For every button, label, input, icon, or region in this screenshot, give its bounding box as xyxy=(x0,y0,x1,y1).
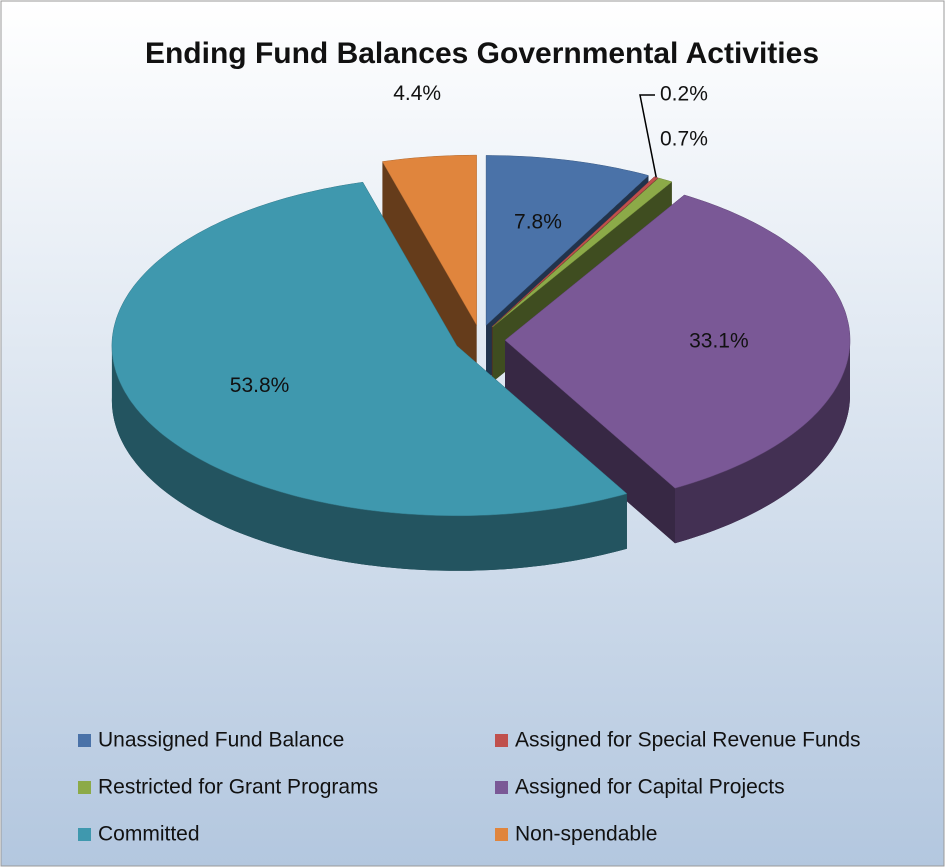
legend-swatch xyxy=(495,781,508,794)
legend: Unassigned Fund Balance Assigned for Spec… xyxy=(78,729,861,846)
legend-swatch xyxy=(78,828,91,841)
slice xyxy=(485,155,650,326)
slice-side xyxy=(675,340,850,544)
legend-label: Assigned for Capital Projects xyxy=(515,776,785,799)
legend-swatch xyxy=(78,781,91,794)
slice-wall xyxy=(505,340,675,544)
leader-line xyxy=(639,94,657,178)
legend-label: Restricted for Grant Programs xyxy=(98,776,378,799)
data-label: 33.1% xyxy=(689,329,749,352)
legend-swatch xyxy=(78,734,91,747)
slice xyxy=(504,194,851,489)
data-label: 53.8% xyxy=(230,374,290,397)
data-label: 0.7% xyxy=(660,128,708,151)
legend-label: Committed xyxy=(98,823,200,846)
legend-swatch xyxy=(495,828,508,841)
slice-wall xyxy=(382,161,477,381)
data-label: 0.2% xyxy=(660,83,708,106)
slice xyxy=(492,177,673,328)
chart-title: Ending Fund Balances Governmental Activi… xyxy=(145,37,819,70)
slice-side xyxy=(111,345,627,571)
slice xyxy=(381,154,477,327)
data-label: 7.8% xyxy=(514,211,562,234)
legend-label: Non-spendable xyxy=(515,823,657,846)
pie: 7.8% 0.2% 0.7% 33.1% 53.8% 4.4% xyxy=(111,82,851,571)
legend-swatch xyxy=(495,734,508,747)
legend-label: Assigned for Special Revenue Funds xyxy=(515,729,861,752)
data-label: 4.4% xyxy=(393,82,441,105)
legend-label: Unassigned Fund Balance xyxy=(98,729,344,752)
slice xyxy=(111,181,628,517)
